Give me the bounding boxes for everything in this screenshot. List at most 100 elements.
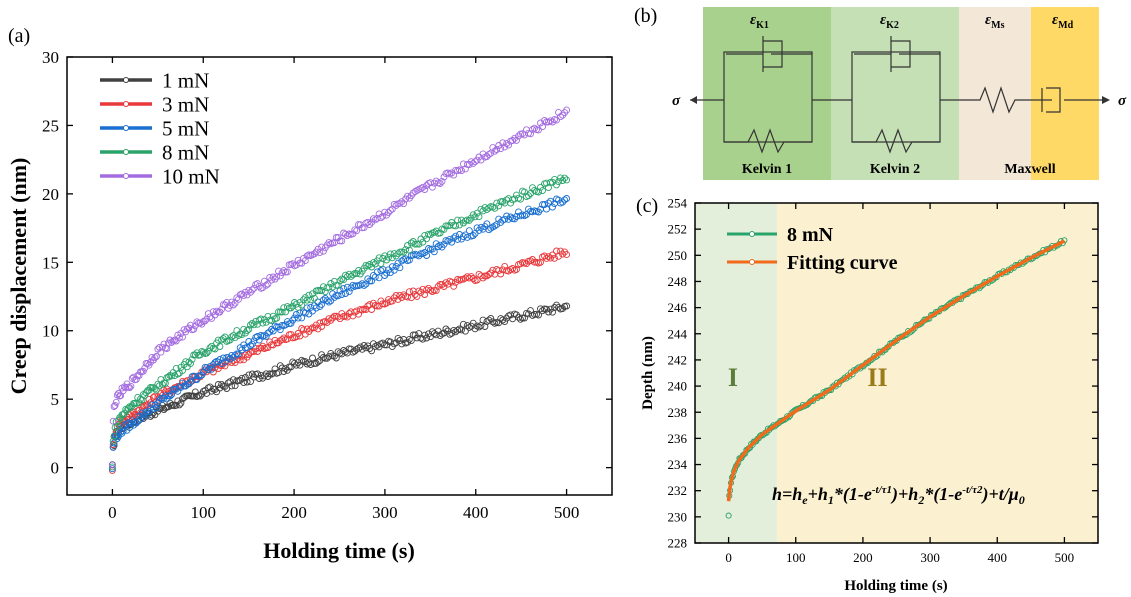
data-point (158, 380, 166, 388)
data-point (417, 184, 425, 192)
data-point (238, 374, 246, 382)
data-point (396, 264, 404, 272)
data-point (497, 145, 505, 153)
data-point (149, 405, 157, 413)
data-point (454, 326, 462, 334)
data-point (535, 188, 542, 196)
data-point (235, 331, 242, 339)
chart-a-xlabel: Holding time (s) (263, 538, 415, 563)
legend-item: 8 mN (100, 140, 209, 164)
data-point (402, 255, 410, 263)
data-point (471, 213, 479, 221)
data-point (419, 250, 427, 258)
data-point (145, 395, 153, 403)
data-point (224, 354, 232, 362)
data-point (180, 326, 188, 334)
data-point (379, 265, 387, 273)
data-point (245, 325, 253, 333)
data-point (400, 200, 408, 208)
data-point (199, 348, 207, 356)
data-point (501, 318, 509, 326)
data-point (243, 344, 251, 352)
data-point (521, 212, 528, 220)
data-point (330, 312, 338, 320)
chart-c-xticks: 0 100 200 300 400 500 (725, 203, 1074, 565)
data-point (409, 287, 417, 295)
data-point (423, 334, 431, 342)
data-point (432, 287, 440, 295)
data-point (559, 198, 567, 206)
data-point (211, 386, 219, 394)
data-point (247, 342, 254, 350)
data-point (396, 199, 404, 207)
data-point (185, 380, 193, 387)
data-point (364, 275, 372, 283)
data-point (323, 319, 331, 327)
data-point (269, 369, 277, 377)
series-10-mn (108, 106, 571, 469)
y-tick-label: 0 (51, 459, 60, 478)
data-point (247, 321, 254, 329)
data-point (283, 335, 291, 343)
data-point (191, 351, 199, 359)
data-point (377, 214, 385, 222)
data-point (465, 216, 473, 224)
data-point (269, 327, 277, 335)
data-point (109, 417, 117, 425)
data-point (527, 307, 534, 315)
data-point (226, 378, 234, 386)
data-point (300, 254, 307, 262)
data-point (386, 250, 394, 258)
data-point (388, 254, 396, 262)
y-tick-label: 234 (668, 457, 688, 472)
data-point (563, 176, 571, 184)
data-point (396, 337, 404, 344)
data-point (561, 196, 569, 204)
panel-label-c: (c) (636, 195, 658, 217)
data-point (229, 332, 237, 340)
chart-c-frame (694, 202, 1099, 544)
data-point (342, 230, 349, 238)
data-point (257, 344, 265, 352)
data-point (442, 222, 450, 230)
kelvin1-label: Kelvin 1 (742, 162, 792, 177)
data-point (385, 253, 392, 261)
data-point (254, 333, 261, 340)
data-point (127, 382, 135, 390)
data-point (204, 347, 212, 355)
data-point (254, 320, 261, 328)
data-point (450, 234, 458, 242)
data-point (182, 358, 190, 366)
data-point (269, 273, 277, 281)
data-point (303, 360, 311, 368)
data-point (547, 197, 554, 205)
data-point (351, 226, 359, 234)
data-point (218, 380, 226, 388)
region-label-1: I (728, 363, 738, 392)
chart-a-xticks: 0 100 200 300 400 500 (108, 57, 579, 522)
data-point (549, 203, 556, 211)
data-point (358, 345, 366, 353)
data-point (292, 333, 300, 341)
data-point (442, 279, 450, 287)
data-point (236, 376, 244, 384)
data-point (360, 281, 368, 289)
data-point (110, 432, 118, 440)
data-point (240, 291, 248, 299)
data-point (240, 325, 248, 333)
data-point (469, 275, 477, 282)
data-point (301, 257, 309, 265)
data-point (364, 302, 372, 310)
legend-marker (123, 77, 129, 83)
data-point (165, 373, 172, 381)
y-tick-label: 10 (42, 322, 59, 341)
data-point (368, 218, 376, 226)
data-point (323, 354, 331, 362)
data-point (479, 316, 487, 324)
y-tick-label: 242 (668, 352, 688, 367)
data-point (461, 327, 469, 335)
data-point (364, 218, 372, 226)
y-tick-label: 25 (42, 116, 59, 135)
data-point (400, 291, 408, 299)
